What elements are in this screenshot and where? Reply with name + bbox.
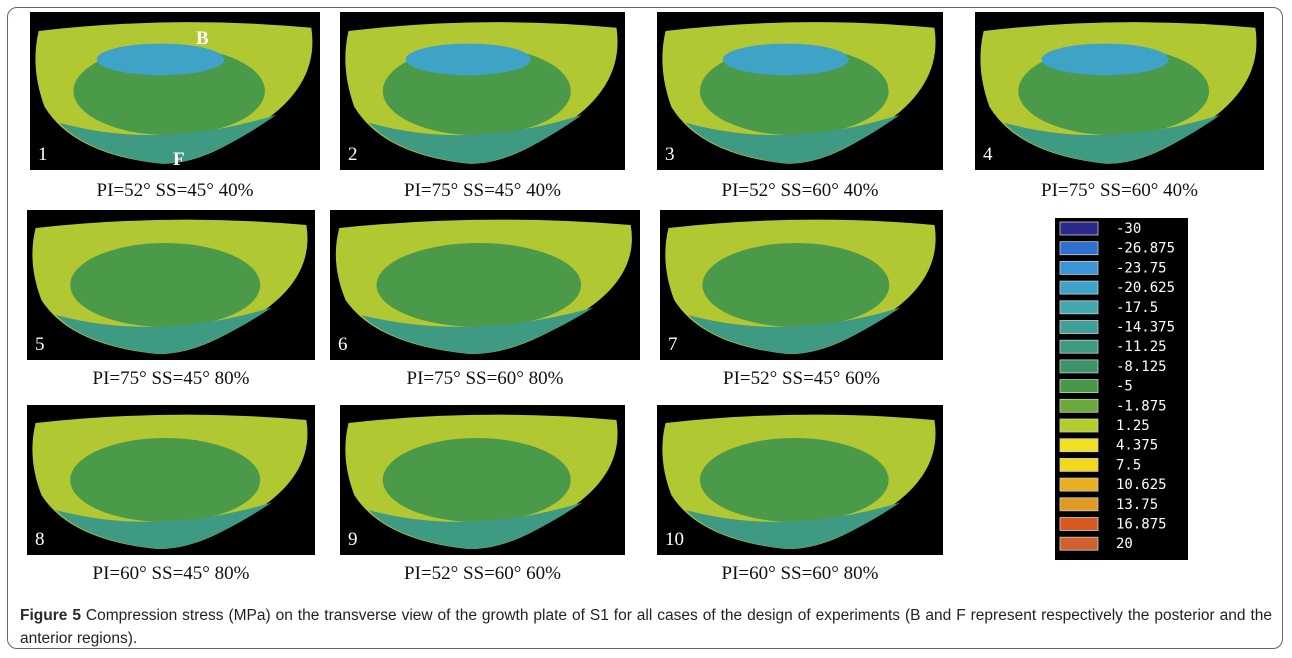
caption-text: Compression stress (MPa) on the transver… — [20, 607, 1272, 647]
stress-plot: 4 — [975, 12, 1264, 170]
stress-zone — [685, 502, 901, 550]
legend-label: 13.75 — [1116, 497, 1158, 513]
stress-zone — [70, 438, 261, 522]
panel-number: 9 — [348, 529, 358, 550]
legend-swatch — [1059, 339, 1099, 354]
panel-number: 5 — [35, 334, 45, 355]
legend-swatch — [1059, 260, 1099, 275]
stress-plot: 7 — [660, 210, 943, 360]
panel-caption: PI=52° SS=60° 40% — [722, 180, 879, 201]
stress-zone — [699, 438, 889, 522]
legend-label: -30 — [1116, 221, 1141, 237]
stress-zone — [55, 307, 272, 355]
stress-zone — [1041, 43, 1169, 76]
panel-caption: PI=52° SS=45° 60% — [723, 368, 880, 389]
legend-label: -1.875 — [1116, 398, 1167, 414]
stress-plot: 10 — [657, 405, 943, 555]
legend-label: -26.875 — [1116, 241, 1175, 257]
legend-swatch — [1059, 477, 1099, 492]
panel-number: 1 — [38, 144, 48, 165]
stress-zone — [405, 43, 531, 76]
stress-plot: 1 — [30, 12, 320, 170]
figure: 1 PI=52° SS=45° 40% 2 PI=75° SS=45° 40% 3 PI=… — [27, 12, 1264, 584]
stress-zone — [382, 438, 571, 522]
panel-caption: PI=75° SS=60° 80% — [407, 368, 564, 389]
panel-caption: PI=75° SS=45° 40% — [404, 180, 561, 201]
stress-zone — [702, 243, 890, 327]
legend-label: -14.375 — [1116, 320, 1175, 336]
legend-label: -11.25 — [1116, 339, 1167, 355]
legend-swatch — [1059, 418, 1099, 433]
legend-label: 10.625 — [1116, 477, 1167, 493]
panel-caption: PI=52° SS=60° 60% — [404, 563, 561, 584]
caption-label: Figure 5 — [20, 607, 81, 624]
legend-swatch — [1059, 517, 1099, 531]
panel-number: 6 — [338, 334, 348, 355]
stress-zone — [722, 43, 849, 76]
panel-number: 4 — [983, 144, 993, 165]
stress-plot: 3 — [657, 12, 943, 170]
legend-swatch — [1059, 379, 1099, 394]
stress-zone — [688, 307, 901, 355]
legend-swatch — [1059, 280, 1099, 295]
legend-swatch — [1059, 221, 1099, 236]
stress-plot: 5 — [27, 210, 315, 360]
stress-zone — [1003, 114, 1221, 164]
stress-plot: 6 — [330, 210, 640, 360]
stress-plot: 8 — [27, 405, 315, 555]
stress-zone — [361, 307, 594, 355]
panel-caption: PI=75° SS=45° 80% — [93, 368, 250, 389]
legend-label: -23.75 — [1116, 260, 1167, 276]
stress-zone — [59, 114, 277, 164]
legend-swatch — [1059, 300, 1099, 315]
panel-number: 8 — [35, 529, 45, 550]
stress-zone — [368, 114, 583, 164]
stress-zone — [376, 243, 582, 327]
stress-plot: 9 — [340, 405, 625, 555]
legend-label: 4.375 — [1116, 438, 1158, 454]
legend-label: -8.125 — [1116, 359, 1167, 375]
legend-label: 7.5 — [1116, 457, 1141, 473]
legend-label: 1.25 — [1116, 418, 1150, 434]
panel-caption: PI=60° SS=45° 80% — [93, 563, 250, 584]
stress-zone — [96, 43, 225, 76]
stress-zone — [685, 114, 901, 164]
figure-caption: Figure 5 Compression stress (MPa) on the… — [20, 604, 1272, 650]
legend-label: 20 — [1116, 536, 1133, 552]
legend-swatch — [1059, 438, 1099, 453]
panel-caption: PI=60° SS=60° 80% — [722, 563, 879, 584]
legend-swatch — [1059, 398, 1099, 413]
panel-number: 10 — [665, 529, 684, 550]
region-label: B — [196, 28, 209, 49]
panel-number: 2 — [348, 144, 358, 165]
legend-label: -5 — [1116, 379, 1133, 395]
legend-swatch — [1059, 497, 1099, 512]
stress-zone — [368, 502, 583, 550]
stress-zone — [55, 502, 272, 550]
stress-zone — [70, 243, 261, 327]
legend-swatch — [1059, 359, 1099, 374]
panel-caption: PI=52° SS=45° 40% — [97, 180, 254, 201]
region-label: F — [173, 149, 185, 170]
legend-swatch — [1059, 457, 1099, 472]
panel-number: 3 — [665, 144, 675, 165]
legend-swatch — [1059, 320, 1099, 334]
panel-caption: PI=75° SS=60° 40% — [1041, 180, 1198, 201]
legend-label: 16.875 — [1116, 517, 1167, 533]
legend-label: -20.625 — [1116, 280, 1175, 296]
legend-swatch — [1059, 241, 1099, 256]
legend-swatch — [1059, 536, 1099, 551]
legend-label: -17.5 — [1116, 300, 1158, 316]
figure-frame — [7, 7, 1283, 649]
stress-plot: 2 — [340, 12, 625, 170]
panel-number: 7 — [668, 334, 678, 355]
